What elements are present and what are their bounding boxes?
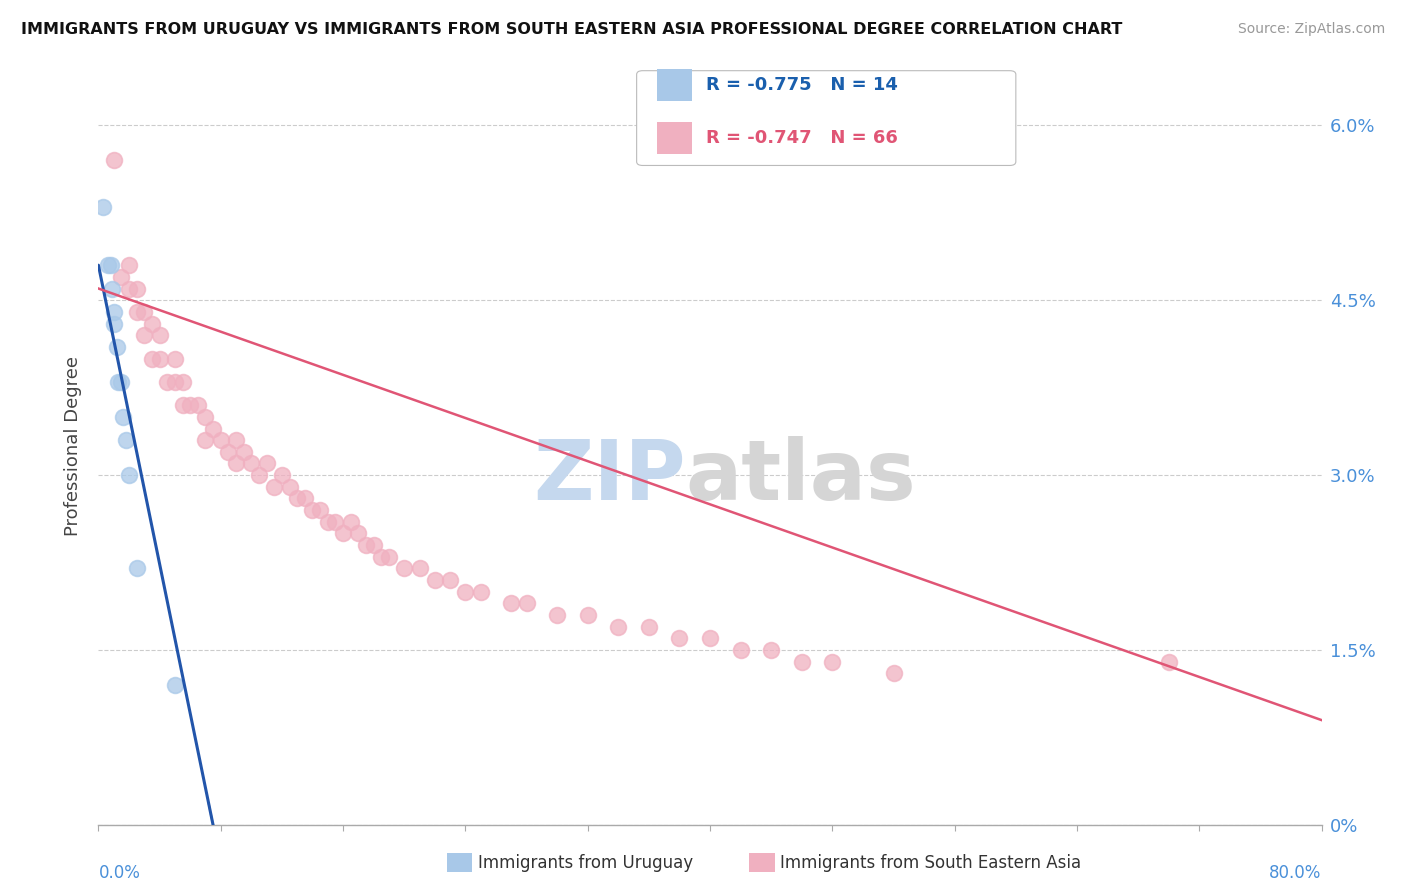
Point (263, 480, 285, 494)
Point (339, 515, 361, 529)
Text: ZIP: ZIP (533, 436, 686, 516)
Point (115, 433, 138, 447)
Point (194, 433, 217, 447)
Point (100, 258, 122, 272)
Point (378, 549, 401, 564)
Point (883, 666, 905, 681)
Text: Source: ZipAtlas.com: Source: ZipAtlas.com (1237, 22, 1385, 37)
Point (294, 491, 316, 506)
Point (285, 491, 308, 506)
Point (790, 655, 813, 669)
Point (607, 620, 630, 634)
Text: Immigrants from Uruguay: Immigrants from Uruguay (478, 854, 693, 871)
Point (270, 468, 292, 483)
Point (354, 538, 377, 552)
Point (125, 305, 148, 319)
Point (699, 632, 721, 646)
Bar (658, 122, 692, 154)
Point (103, 305, 125, 319)
Point (637, 620, 661, 634)
Point (202, 421, 225, 435)
Point (91, 200, 114, 214)
Point (163, 678, 186, 692)
Point (439, 573, 461, 587)
Text: R = -0.747   N = 66: R = -0.747 N = 66 (706, 129, 898, 147)
Point (156, 375, 179, 389)
Bar (658, 70, 692, 101)
Point (103, 317, 125, 331)
Point (759, 643, 782, 657)
Text: Immigrants from South Eastern Asia: Immigrants from South Eastern Asia (780, 854, 1081, 871)
Point (172, 398, 194, 412)
Point (247, 468, 270, 483)
Point (179, 398, 201, 412)
Point (97, 258, 120, 272)
Point (163, 375, 186, 389)
Text: atlas: atlas (686, 436, 917, 516)
Point (392, 561, 416, 575)
Point (118, 281, 141, 295)
Text: IMMIGRANTS FROM URUGUAY VS IMMIGRANTS FROM SOUTH EASTERN ASIA PROFESSIONAL DEGRE: IMMIGRANTS FROM URUGUAY VS IMMIGRANTS FR… (21, 22, 1122, 37)
Point (501, 597, 523, 611)
Point (232, 445, 254, 459)
Point (217, 445, 239, 459)
Point (363, 538, 385, 552)
Point (125, 561, 148, 575)
Point (134, 305, 156, 319)
Y-axis label: Professional Degree: Professional Degree (65, 356, 83, 536)
Point (103, 153, 125, 168)
Point (325, 515, 347, 529)
Point (423, 573, 446, 587)
Point (225, 433, 247, 447)
Point (576, 608, 599, 623)
Point (134, 328, 156, 343)
Point (107, 375, 129, 389)
Point (408, 561, 430, 575)
Point (278, 480, 301, 494)
Point (187, 398, 209, 412)
Point (332, 526, 354, 541)
Point (194, 409, 217, 424)
Point (256, 457, 278, 471)
Point (110, 375, 132, 389)
Point (118, 258, 141, 272)
Point (225, 457, 247, 471)
Point (309, 503, 332, 517)
Point (301, 503, 323, 517)
Point (172, 375, 194, 389)
Point (111, 409, 134, 424)
Point (821, 655, 844, 669)
Point (118, 468, 141, 483)
Point (668, 632, 690, 646)
FancyBboxPatch shape (637, 70, 1015, 166)
Text: 80.0%: 80.0% (1270, 864, 1322, 882)
Point (370, 549, 392, 564)
Point (730, 643, 752, 657)
Point (163, 351, 186, 366)
Point (1157, 655, 1180, 669)
Point (470, 584, 492, 599)
Point (546, 608, 568, 623)
Point (316, 515, 339, 529)
Point (101, 281, 124, 295)
Point (240, 457, 263, 471)
Point (141, 351, 163, 366)
Point (125, 281, 148, 295)
Point (454, 584, 477, 599)
Point (141, 317, 163, 331)
Point (110, 269, 132, 284)
Point (149, 351, 172, 366)
Point (516, 597, 538, 611)
Point (209, 433, 232, 447)
Text: 0.0%: 0.0% (98, 864, 141, 882)
Point (347, 526, 370, 541)
Text: R = -0.775   N = 14: R = -0.775 N = 14 (706, 76, 898, 94)
Point (149, 328, 172, 343)
Point (105, 340, 128, 354)
